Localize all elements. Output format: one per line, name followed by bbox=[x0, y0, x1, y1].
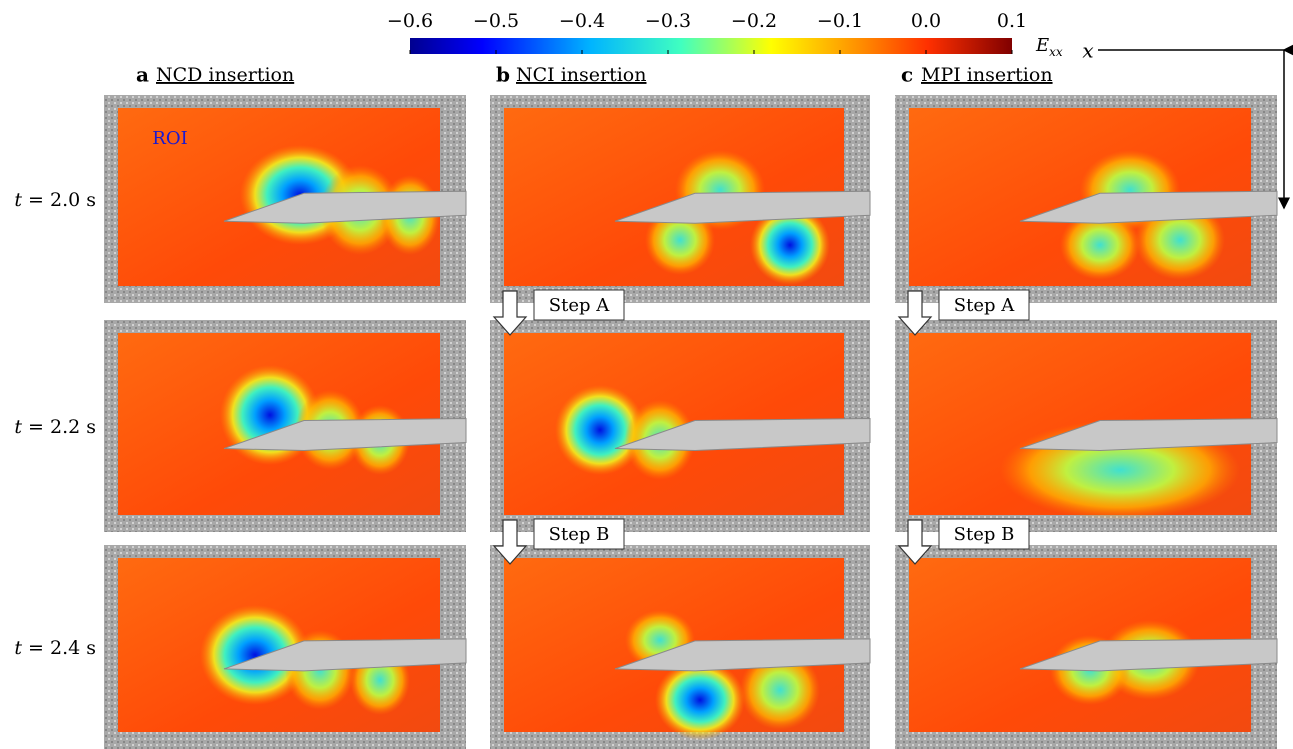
row-variable: t bbox=[14, 416, 22, 438]
strain-map-panel bbox=[490, 95, 870, 303]
strain-concentration bbox=[655, 660, 745, 740]
row-label: t = 2.2 s bbox=[14, 416, 96, 438]
colorbar-tick-label: 0.1 bbox=[997, 10, 1027, 32]
strain-map-panel bbox=[895, 320, 1277, 532]
colorbar-tick-label: −0.6 bbox=[387, 10, 433, 32]
panel-title: NCD insertion bbox=[156, 64, 294, 86]
row-variable: t bbox=[14, 189, 22, 211]
strain-map-panel bbox=[490, 320, 870, 532]
panel-letter: a bbox=[136, 63, 149, 87]
row-value: = 2.0 s bbox=[28, 189, 96, 211]
colorbar-label-main: E bbox=[1035, 35, 1049, 56]
strain-map-panel bbox=[104, 320, 466, 532]
colorbar-tick-label: −0.3 bbox=[645, 10, 691, 32]
row-value: = 2.2 s bbox=[28, 416, 96, 438]
strain-map-panel bbox=[895, 545, 1277, 749]
step-label: Step A bbox=[954, 295, 1015, 316]
colorbar-label-sub: xx bbox=[1049, 45, 1063, 59]
strain-map-panel bbox=[104, 545, 466, 749]
panel-title: MPI insertion bbox=[921, 64, 1053, 86]
colorbar-tick-label: −0.5 bbox=[473, 10, 519, 32]
panel-title: NCI insertion bbox=[516, 64, 647, 86]
figure: x Exx −0.6 −0.5 −0.4 −0.3 −0.2 −0.1 0.0 0.1 a NCD… bbox=[0, 0, 1293, 749]
roi-label: ROI bbox=[152, 128, 187, 149]
strain-map-panel bbox=[895, 95, 1277, 303]
colorbar-tick-label: −0.2 bbox=[731, 10, 777, 32]
colorbar-tick-label: −0.1 bbox=[817, 10, 863, 32]
row-value: = 2.4 s bbox=[28, 637, 96, 659]
step-label: Step B bbox=[549, 524, 610, 545]
panel-letter: c bbox=[901, 63, 913, 87]
row-label: t = 2.4 s bbox=[14, 637, 96, 659]
panel-letter: b bbox=[496, 63, 510, 87]
colorbar-tick-label: −0.4 bbox=[559, 10, 605, 32]
strain-map-panel bbox=[490, 545, 870, 749]
strain-map-panel bbox=[104, 95, 466, 303]
axis-label: x bbox=[1082, 39, 1093, 63]
colorbar-tick-label: 0.0 bbox=[911, 10, 941, 32]
row-variable: t bbox=[14, 637, 22, 659]
colorbar-label: Exx bbox=[1035, 35, 1063, 59]
step-label: Step A bbox=[549, 295, 610, 316]
step-label: Step B bbox=[954, 524, 1015, 545]
colorbar bbox=[410, 38, 1012, 54]
row-label: t = 2.0 s bbox=[14, 189, 96, 211]
